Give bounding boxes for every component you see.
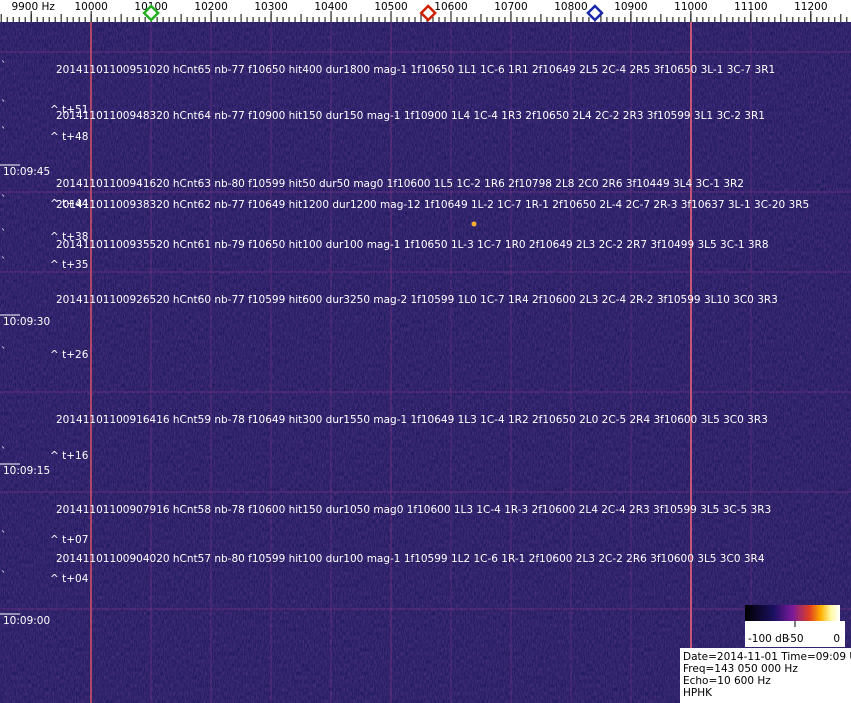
event-line: 20141101100941620 hCnt63 nb-80 f10599 hi… <box>56 178 744 190</box>
ruler-tick-label: 10600 <box>434 1 467 13</box>
time-offset: ^ t+26 <box>50 349 89 361</box>
left-mark: ` <box>1 126 6 138</box>
left-mark: ` <box>1 194 6 206</box>
left-mark: ` <box>1 570 6 582</box>
time-offset: ^ t+44 <box>50 198 89 210</box>
info-box <box>680 648 851 703</box>
left-mark: ` <box>1 228 6 240</box>
waterfall-noise <box>0 22 851 703</box>
time-offset: ^ t+16 <box>50 450 89 462</box>
info-line: HPHK <box>683 687 713 699</box>
left-mark: ` <box>1 346 6 358</box>
ruler-tick-label: 11100 <box>734 1 767 13</box>
ruler-tick-label: 11200 <box>794 1 827 13</box>
left-mark: ` <box>1 60 6 72</box>
ruler-tick-label: 11000 <box>674 1 707 13</box>
event-line: 20141101100916416 hCnt59 nb-78 f10649 hi… <box>56 414 768 426</box>
streaks <box>0 22 851 703</box>
info-line: Date=2014-11-01 Time=09:09 UTC <box>683 651 851 663</box>
frequency-marker <box>142 4 160 22</box>
time-offset: ^ t+38 <box>50 231 88 243</box>
time-offset: ^ t+48 <box>50 131 88 143</box>
colorbar <box>745 605 840 621</box>
ruler-tick-label: 10000 <box>74 1 107 13</box>
time-offset: ^ t+07 <box>50 534 88 546</box>
echo-spot <box>471 221 477 227</box>
left-mark: ` <box>1 99 6 111</box>
colorbar-label: 0 <box>833 633 840 645</box>
left-mark: ` <box>1 446 6 458</box>
ruler-tick-label: 10300 <box>254 1 287 13</box>
time-offset: ^ t+35 <box>50 259 88 271</box>
ruler-tick-label: 10900 <box>614 1 647 13</box>
event-line: 20141101100935520 hCnt61 nb-79 f10650 hi… <box>56 239 769 251</box>
event-line: 20141101100948320 hCnt64 nb-77 f10900 hi… <box>56 110 765 122</box>
info-line: Echo=10 600 Hz <box>683 675 771 687</box>
ruler-tick-label: 9900 Hz <box>11 1 55 13</box>
ruler-tick-label: 10400 <box>314 1 347 13</box>
event-line: 20141101100951020 hCnt65 nb-77 f10650 hi… <box>56 64 775 76</box>
time-label: 10:09:15 <box>3 465 50 477</box>
ruler-tick-label: 10800 <box>554 1 587 13</box>
event-line: 20141101100926520 hCnt60 nb-77 f10599 hi… <box>56 294 778 306</box>
ruler-tick-label: 10500 <box>374 1 407 13</box>
event-line: 20141101100904020 hCnt57 nb-80 f10599 hi… <box>56 553 765 565</box>
event-line: 20141101100907916 hCnt58 nb-78 f10600 hi… <box>56 504 771 516</box>
ruler-tick-label: 10700 <box>494 1 527 13</box>
ruler-tick-label: 10200 <box>194 1 227 13</box>
colorbar-label: -50 <box>786 633 803 645</box>
time-label: 10:09:30 <box>3 316 50 328</box>
info-line: Freq=143 050 000 Hz <box>683 663 798 675</box>
left-mark: ` <box>1 256 6 268</box>
event-line: 20141101100938320 hCnt62 nb-77 f10649 hi… <box>56 199 809 211</box>
time-label: 10:09:45 <box>3 166 50 178</box>
time-offset: ^ t+51 <box>50 104 88 116</box>
left-mark: ` <box>1 530 6 542</box>
time-offset: ^ t+04 <box>50 573 89 585</box>
time-label: 10:09:00 <box>3 615 50 627</box>
colorbar-label: -100 dB <box>748 633 789 645</box>
frequency-marker <box>586 4 604 22</box>
frequency-marker <box>419 4 437 22</box>
